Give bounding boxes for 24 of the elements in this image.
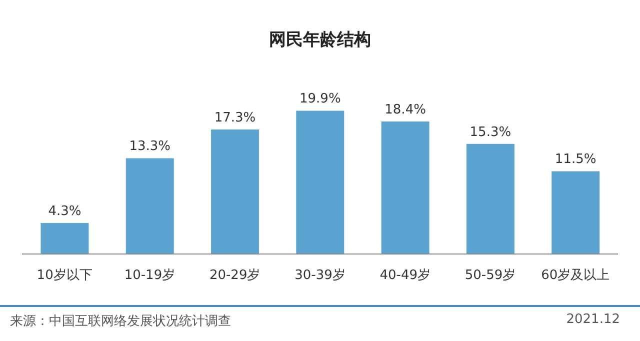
bar [211,129,260,254]
data-label: 18.4% [384,102,426,118]
bar [381,122,430,254]
source-note: 来源：中国互联网络发展状况统计调查 [10,313,231,330]
x-tick-label: 50-59岁 [464,268,516,284]
data-label: 13.3% [129,139,171,154]
data-label: 17.3% [214,110,256,126]
data-label: 11.5% [554,152,596,168]
x-tick-label: 20-29岁 [209,268,260,284]
x-tick-label: 10岁以下 [36,268,92,284]
data-label: 4.3% [48,204,82,220]
bar [40,223,89,254]
text: 2021.12 [566,312,620,327]
data-label: 19.9% [300,92,341,107]
chart-title: 网民年龄结构 [268,29,372,51]
bar [552,171,600,254]
x-tick-label: 10-19岁 [124,268,176,284]
x-tick-label: 30-39岁 [294,268,346,284]
bar [296,110,344,254]
x-tick-label: 60岁及以上 [541,268,610,284]
x-tick-label: 40-49岁 [380,268,431,284]
bar [466,144,514,254]
bar [126,158,174,254]
data-label: 15.3% [470,124,512,140]
